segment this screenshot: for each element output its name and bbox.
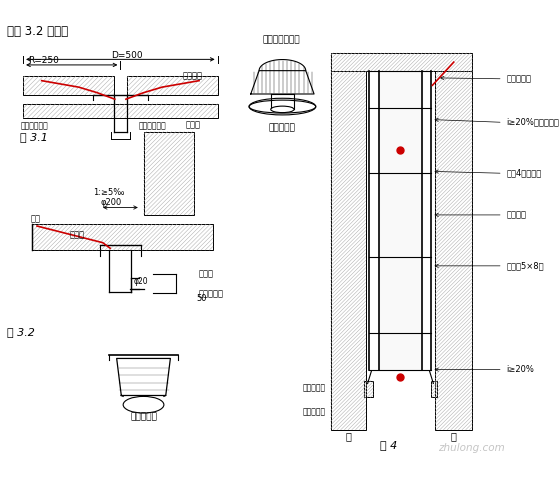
Text: 内: 内 [345, 431, 351, 441]
Text: 汇水区: 汇水区 [69, 230, 85, 239]
Text: 图 3.1: 图 3.1 [20, 132, 48, 142]
Text: 用于地面: 用于地面 [183, 71, 202, 80]
Text: D=500: D=500 [111, 51, 143, 60]
Text: 1:≥5‰: 1:≥5‰ [92, 187, 124, 196]
Text: 外窗台斜面: 外窗台斜面 [303, 407, 326, 416]
Text: 圆型雨水斗: 圆型雨水斗 [269, 124, 296, 133]
Text: 用于屋面、阳台: 用于屋面、阳台 [262, 36, 300, 45]
Ellipse shape [249, 98, 316, 115]
Text: 防振软垫: 防振软垫 [506, 210, 526, 219]
Text: 内窗台斜面: 内窗台斜面 [303, 383, 326, 392]
Text: 外: 外 [451, 431, 456, 441]
Bar [127, 76, 218, 95]
Text: 沥青麻丝填防: 沥青麻丝填防 [20, 122, 48, 131]
Bar [330, 71, 366, 430]
Text: 图 3.2: 图 3.2 [7, 327, 35, 337]
Bar [432, 380, 437, 397]
Text: 和图 3.2 所示：: 和图 3.2 所示： [7, 25, 68, 38]
Text: 50: 50 [197, 294, 207, 303]
Text: 排水管: 排水管 [199, 269, 214, 278]
Bar [23, 104, 218, 118]
Text: 防水软水缝: 防水软水缝 [506, 74, 531, 83]
Bar [330, 53, 472, 71]
Text: 女儿墙: 女儿墙 [185, 120, 200, 129]
Text: zhulong.com: zhulong.com [438, 443, 505, 453]
Text: 图 4: 图 4 [380, 440, 397, 450]
Text: 方型雨水斗: 方型雨水斗 [130, 413, 157, 422]
Text: R=250: R=250 [28, 56, 59, 65]
Text: i≥20%: i≥20% [506, 365, 534, 374]
Ellipse shape [270, 106, 294, 113]
Ellipse shape [123, 396, 164, 413]
Bar [143, 131, 194, 215]
Bar [435, 71, 472, 430]
Text: φ20: φ20 [133, 277, 148, 286]
Bar [32, 224, 213, 250]
Bar [364, 380, 373, 397]
Text: 泄水孔5×8槽: 泄水孔5×8槽 [506, 261, 544, 271]
Text: 方型雨水斗: 方型雨水斗 [199, 289, 224, 298]
Bar [23, 76, 114, 95]
Text: 序号4铝滴水槽: 序号4铝滴水槽 [506, 169, 542, 178]
Text: 天面: 天面 [31, 215, 40, 223]
Text: 防水油膏嵌缝: 防水油膏嵌缝 [139, 122, 167, 131]
Text: i≥20%，平开安装: i≥20%，平开安装 [506, 118, 559, 127]
Text: φ200: φ200 [100, 198, 122, 207]
